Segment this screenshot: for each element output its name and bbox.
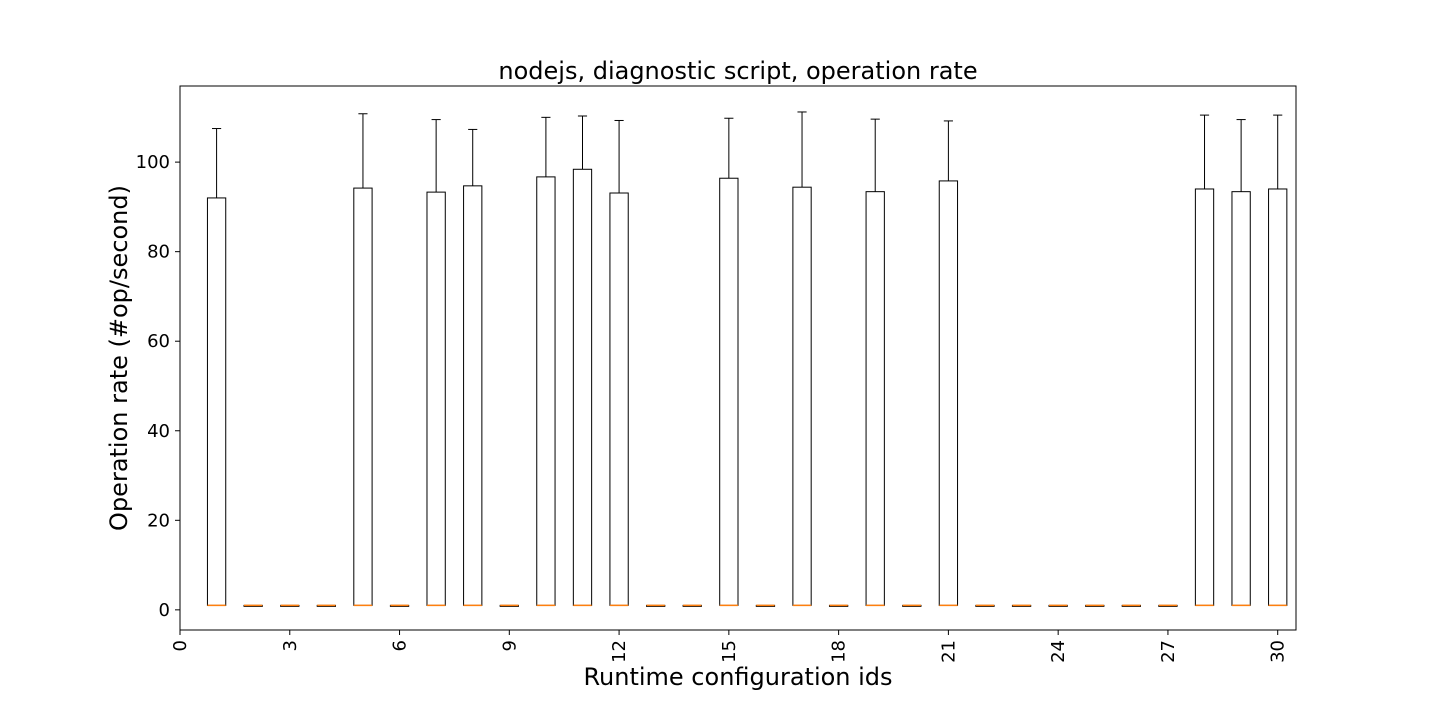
box-18 (828, 604, 849, 607)
box-29 (1231, 119, 1251, 607)
box-22 (975, 604, 995, 607)
box-15 (719, 117, 739, 607)
box-5 (353, 113, 373, 607)
x-axis-label: Runtime configuration ids (583, 663, 892, 691)
box-body-5 (353, 187, 373, 606)
box-27 (1158, 604, 1178, 607)
x-tick-label: 24 (1048, 640, 1069, 663)
box-19 (865, 118, 885, 607)
box-body-1 (206, 197, 227, 606)
plot-frame (179, 85, 1297, 631)
box-body-30 (1268, 188, 1288, 606)
box-body-17 (792, 186, 812, 606)
x-tick-label: 18 (829, 640, 850, 663)
box-3 (280, 604, 300, 607)
box-25 (1085, 604, 1105, 607)
box-24 (1048, 604, 1068, 607)
box-23 (1011, 604, 1032, 607)
chart-title: nodejs, diagnostic script, operation rat… (498, 57, 977, 85)
x-tick-label: 15 (719, 640, 740, 663)
box-body-8 (463, 185, 483, 606)
x-tick-label: 12 (609, 640, 630, 663)
x-tick-label: 27 (1158, 640, 1179, 663)
box-body-10 (536, 176, 556, 606)
box-11 (572, 115, 593, 607)
box-body-12 (609, 192, 629, 606)
box-body-7 (426, 191, 446, 606)
box-28 (1194, 114, 1215, 607)
x-tick-label: 30 (1268, 640, 1289, 663)
box-12 (609, 119, 629, 607)
box-7 (426, 119, 446, 607)
box-2 (243, 604, 263, 607)
box-20 (902, 604, 922, 607)
box-body-11 (572, 168, 593, 606)
box-17 (792, 111, 812, 607)
box-6 (389, 604, 410, 607)
x-tick-label: 0 (170, 640, 191, 651)
box-26 (1121, 604, 1141, 607)
box-body-21 (938, 180, 959, 606)
box-1 (206, 128, 227, 607)
box-21 (938, 120, 959, 607)
y-tick-label: 40 (147, 421, 170, 442)
y-axis-label: Operation rate (#op/second) (105, 185, 133, 531)
box-9 (499, 604, 519, 607)
box-10 (536, 116, 556, 607)
x-tick-label: 21 (938, 640, 959, 663)
box-8 (463, 128, 483, 607)
x-tick-label: 3 (280, 640, 301, 651)
y-tick-label: 80 (147, 242, 170, 263)
y-tick-label: 0 (159, 600, 170, 621)
y-axis: 0 20 40 60 80 100 (136, 152, 180, 621)
y-tick-label: 100 (136, 152, 170, 173)
box-13 (646, 604, 666, 607)
y-tick-label: 60 (147, 331, 170, 352)
box-30 (1268, 114, 1288, 607)
box-body-19 (865, 191, 885, 606)
box-16 (755, 604, 776, 607)
box-body-15 (719, 177, 739, 606)
box-14 (682, 604, 702, 607)
box-body-28 (1194, 188, 1215, 606)
x-tick-label: 6 (390, 640, 411, 651)
boxes-group (206, 111, 1288, 607)
x-axis: 0 3 6 9 12 15 18 21 24 27 30 (170, 630, 1289, 663)
box-body-29 (1231, 191, 1251, 606)
x-tick-label: 9 (499, 640, 520, 651)
y-tick-label: 20 (147, 510, 170, 531)
box-4 (316, 604, 337, 607)
